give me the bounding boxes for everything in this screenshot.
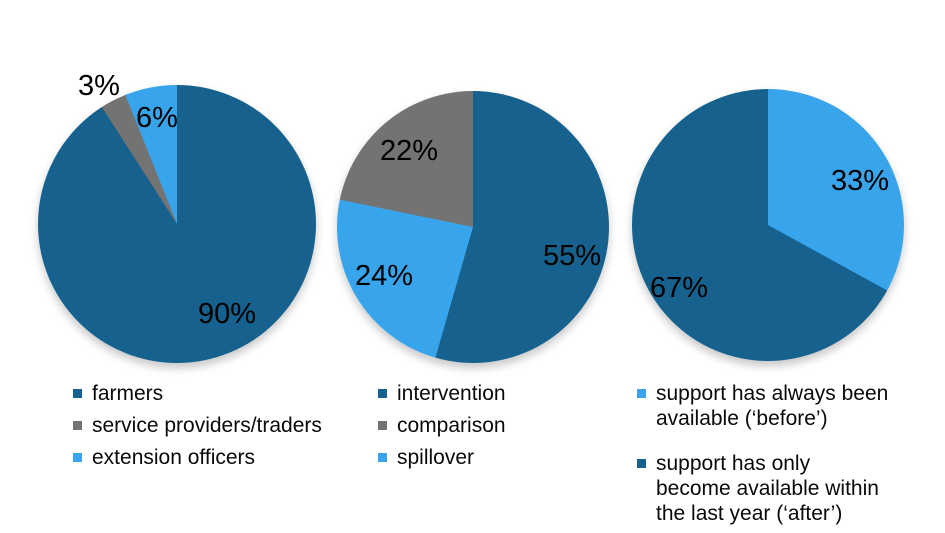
legend-label-service-providers: service providers/traders (92, 414, 322, 437)
legend-swatch-support-after (637, 459, 646, 468)
legend-study-groups: intervention comparison spillover (378, 381, 506, 477)
pie3-percent-label-after: 67% (650, 272, 709, 304)
legend-item-spillover: spillover (378, 445, 506, 471)
legend-item-service-providers: service providers/traders (73, 413, 322, 439)
legend-label-intervention: intervention (397, 382, 506, 405)
pie-chart-respondent-types (38, 85, 316, 363)
pie-chart-support-availability (632, 89, 904, 361)
legend-swatch-comparison (378, 421, 387, 430)
legend-swatch-farmers (73, 389, 82, 398)
legend-swatch-extension-officers (73, 453, 82, 462)
legend-item-farmers: farmers (73, 381, 322, 407)
legend-label-comparison: comparison (397, 414, 506, 437)
legend-swatch-intervention (378, 389, 387, 398)
legend-respondent-types: farmers service providers/traders extens… (73, 381, 322, 477)
legend-support-availability: support has always been available (‘befo… (637, 381, 937, 533)
pie2-percent-label-comparison: 22% (380, 135, 439, 167)
pie1-percent-label-extension-officers: 6% (136, 102, 178, 134)
legend-label-support-before: support has always been available (‘befo… (656, 382, 889, 430)
legend-swatch-service-providers (73, 421, 82, 430)
legend-label-support-after: support has only become available within… (656, 452, 879, 525)
legend-label-extension-officers: extension officers (92, 446, 256, 469)
legend-swatch-support-before (637, 389, 646, 398)
legend-label-farmers: farmers (92, 382, 164, 405)
pie2-percent-label-intervention: 55% (543, 240, 602, 272)
legend-swatch-spillover (378, 453, 387, 462)
pie3-percent-label-before: 33% (831, 165, 890, 197)
legend-item-extension-officers: extension officers (73, 445, 322, 471)
legend-item-support-before: support has always been available (‘befo… (637, 381, 937, 431)
legend-item-support-after: support has only become available within… (637, 451, 937, 526)
legend-item-comparison: comparison (378, 413, 506, 439)
pie1-percent-label-farmers: 90% (198, 298, 257, 330)
pie-chart-study-groups (337, 91, 609, 363)
legend-item-intervention: intervention (378, 381, 506, 407)
pie2-percent-label-spillover: 24% (355, 260, 414, 292)
pie1-percent-label-service-providers: 3% (78, 70, 120, 102)
legend-label-spillover: spillover (397, 446, 475, 469)
